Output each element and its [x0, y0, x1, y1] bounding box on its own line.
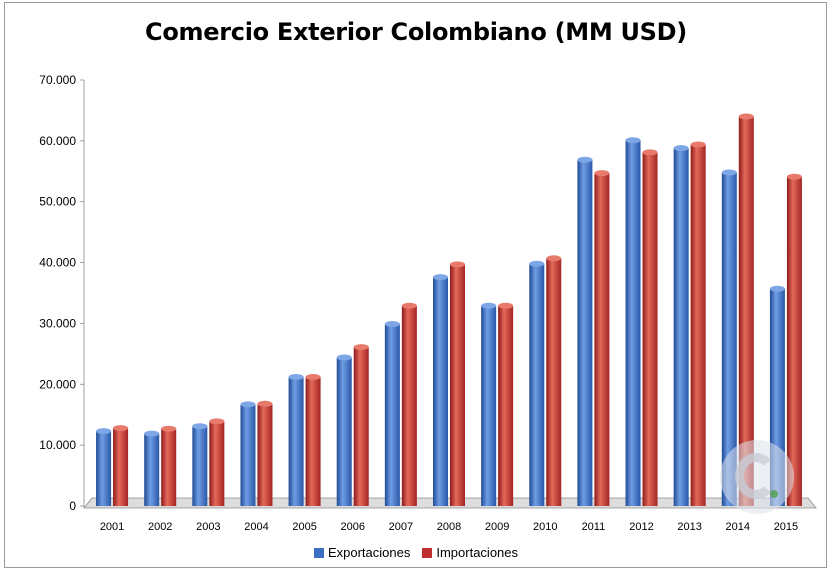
x-tick-label: 2010 — [533, 521, 557, 533]
watermark-ring — [735, 453, 777, 499]
y-tick-label: 30.000 — [39, 316, 76, 330]
bar-importaciones-2008 — [450, 261, 465, 506]
x-tick-label: 2006 — [340, 521, 364, 533]
legend-label-exportaciones: Exportaciones — [327, 545, 411, 560]
y-axis: 0 10.000 20.000 30.000 40.000 50.000 60.000 70.… — [39, 73, 85, 513]
bar-importaciones-2007 — [401, 302, 417, 506]
bar-importaciones-2013 — [690, 141, 706, 506]
bar-exportaciones-2012 — [625, 137, 641, 506]
bar-importaciones-2001 — [113, 425, 129, 506]
legend-swatch-exportaciones — [313, 547, 324, 558]
watermark-logo — [720, 440, 794, 514]
bar-importaciones-2014 — [738, 113, 754, 506]
x-tick-label: 2015 — [774, 521, 798, 533]
y-tick-label: 60.000 — [39, 134, 76, 148]
bar-importaciones-2003 — [209, 418, 225, 506]
y-tick-label: 0 — [69, 499, 76, 513]
x-tick-label: 2013 — [677, 521, 701, 533]
y-tick-label: 50.000 — [39, 195, 76, 209]
bar-exportaciones-2004 — [240, 401, 256, 506]
bar-importaciones-2011 — [594, 170, 610, 506]
legend-item-importaciones: Importaciones — [422, 545, 518, 560]
x-tick-label: 2009 — [485, 521, 509, 533]
watermark-dot — [770, 490, 778, 498]
bar-importaciones-2012 — [642, 149, 658, 507]
x-axis-labels: 2001 2002 2003 2004 2005 2006 2007 2008 2009 2010… — [100, 521, 798, 533]
bar-importaciones-2002 — [161, 425, 177, 506]
bar-importaciones-2015 — [786, 173, 802, 506]
bar-exportaciones-2006 — [336, 354, 352, 506]
y-tick-label: 10.000 — [39, 438, 76, 452]
x-tick-label: 2002 — [148, 521, 172, 533]
legend-label-importaciones: Importaciones — [436, 545, 519, 560]
x-tick-label: 2005 — [292, 521, 316, 533]
bar-exportaciones-2008 — [433, 274, 448, 506]
y-tick-label: 40.000 — [39, 256, 76, 270]
bar-importaciones-2006 — [353, 344, 369, 506]
bar-importaciones-2004 — [257, 400, 273, 506]
x-tick-label: 2011 — [582, 521, 606, 533]
x-tick-label: 2008 — [437, 521, 461, 533]
bar-exportaciones-2002 — [144, 430, 160, 506]
bar-exportaciones-2007 — [384, 321, 400, 506]
legend: Exportaciones Importaciones — [0, 545, 832, 560]
x-tick-label: 2003 — [196, 521, 220, 533]
bar-exportaciones-2014 — [721, 169, 737, 506]
bar-importaciones-2010 — [546, 255, 562, 506]
bar-exportaciones-2010 — [529, 260, 545, 506]
bar-importaciones-2009 — [498, 302, 514, 506]
x-tick-label: 2014 — [726, 521, 750, 533]
x-tick-label: 2007 — [389, 521, 413, 533]
bar-exportaciones-2001 — [96, 428, 112, 506]
bar-exportaciones-2009 — [481, 302, 497, 506]
bar-exportaciones-2005 — [288, 373, 304, 506]
legend-item-exportaciones: Exportaciones — [313, 545, 411, 560]
bar-exportaciones-2003 — [192, 423, 208, 506]
bar-importaciones-2005 — [305, 373, 321, 506]
bar-exportaciones-2013 — [673, 145, 689, 506]
y-tick-label: 70.000 — [39, 73, 76, 87]
chart-title: Comercio Exterior Colombiano (MM USD) — [145, 18, 687, 46]
bar-exportaciones-2011 — [577, 156, 593, 507]
legend-swatch-importaciones — [422, 547, 433, 558]
x-tick-label: 2001 — [100, 521, 124, 533]
x-tick-label: 2004 — [244, 521, 268, 533]
x-tick-label: 2012 — [629, 521, 653, 533]
bars — [96, 113, 802, 507]
y-tick-label: 20.000 — [39, 377, 76, 391]
